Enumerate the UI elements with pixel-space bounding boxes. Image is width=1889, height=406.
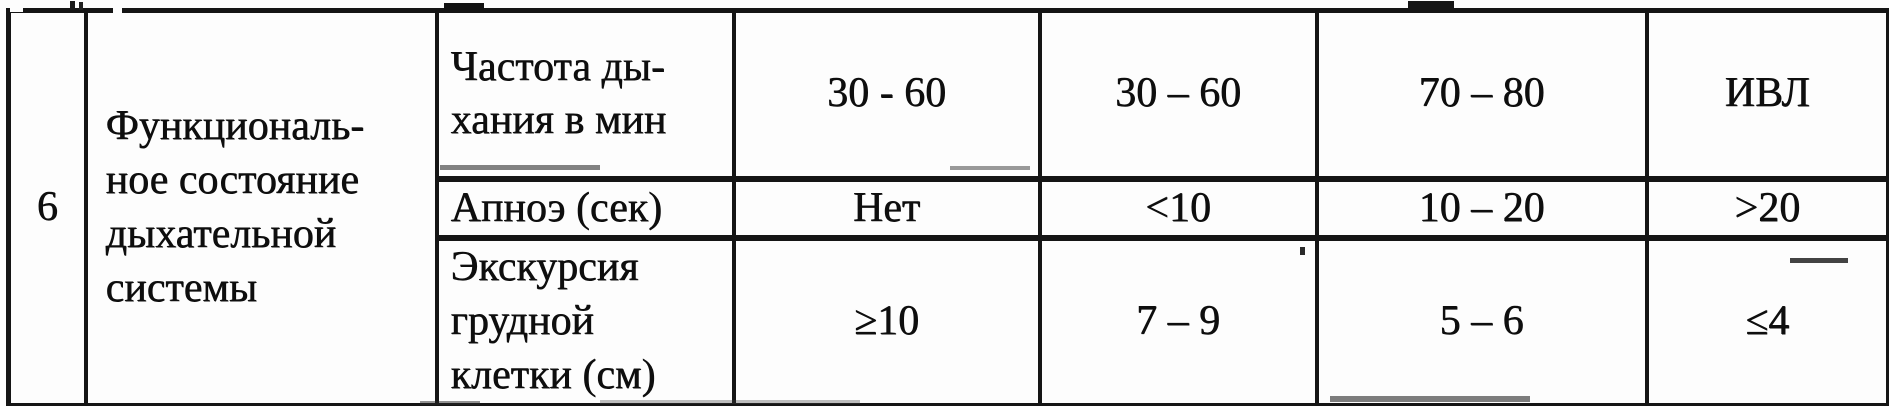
value-cell: <10 xyxy=(1037,175,1319,241)
parameter-cell: Экскурсия грудной клетки (см) xyxy=(434,235,736,406)
category-cell: Функциональ- ное состояние дыхательной с… xyxy=(83,8,439,406)
value-cell: ≥10 xyxy=(731,235,1042,406)
assessment-table: 6 Функциональ- ное состояние дыхательной… xyxy=(6,8,1889,406)
value-cell: ИВЛ xyxy=(1644,8,1889,181)
parameter-cell: Апноэ (сек) xyxy=(434,175,736,241)
value-cell: 30 – 60 xyxy=(1037,8,1319,181)
table-row: 6 Функциональ- ное состояние дыхательной… xyxy=(6,8,1889,406)
value-cell: 70 – 80 xyxy=(1314,8,1649,181)
value-cell: 7 – 9 xyxy=(1037,235,1319,406)
row-number-cell: 6 xyxy=(6,8,88,406)
value-cell: 30 - 60 xyxy=(731,8,1042,181)
value-cell: >20 xyxy=(1644,175,1889,241)
table-row: Апноэ (сек) Нет <10 10 – 20 >20 xyxy=(9,175,1889,241)
value-cell: 5 – 6 xyxy=(1314,235,1649,406)
parameter-cell: Частота ды- хания в мин xyxy=(434,8,736,181)
value-cell: ≤4 xyxy=(1644,235,1889,406)
table-row: Экскурсия грудной клетки (см) ≥10 7 – 9 … xyxy=(9,235,1889,406)
value-cell: Нет xyxy=(731,175,1042,241)
value-cell: 10 – 20 xyxy=(1314,175,1649,241)
